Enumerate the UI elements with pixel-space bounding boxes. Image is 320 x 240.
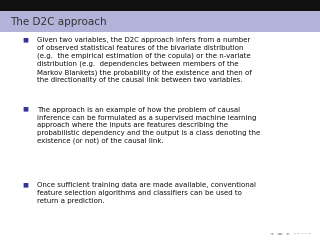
Bar [0,0,320,11]
Bar [0,11,320,32]
Text: ■: ■ [22,37,28,42]
Text: ■: ■ [22,107,28,112]
Text: Once sufficient training data are made available, conventional
feature selection: Once sufficient training data are made a… [37,182,256,204]
Text: The approach is an example of how the problem of causal
inference can be formula: The approach is an example of how the pr… [37,107,260,144]
Text: Given two variables, the D2C approach infers from a number
of observed statistic: Given two variables, the D2C approach in… [37,37,252,84]
Text: The D2C approach: The D2C approach [10,17,106,27]
Text: ■: ■ [22,182,28,187]
Text: ◄   ◄►   ►   • • • • •: ◄ ◄► ► • • • • • [270,232,310,236]
